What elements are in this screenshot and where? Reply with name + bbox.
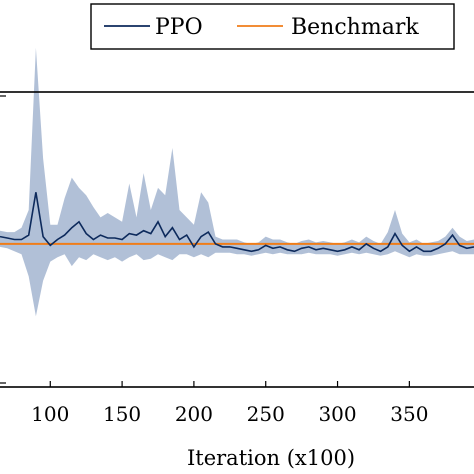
x-tick-label-300: 300 — [318, 402, 356, 426]
legend-label-benchmark: Benchmark — [291, 15, 419, 40]
x-tick-label-350: 350 — [390, 402, 428, 426]
x-tick-label-200: 200 — [175, 402, 213, 426]
legend: PPO Benchmark — [90, 3, 455, 50]
plot-frame — [0, 91, 474, 388]
x-axis: 100 150 200 250 300 350 — [0, 95, 428, 426]
ppo-line — [0, 192, 474, 253]
x-tick-label-100: 100 — [31, 402, 69, 426]
plot-area — [0, 47, 474, 317]
x-tick-label-150: 150 — [103, 402, 141, 426]
x-tick-label-250: 250 — [247, 402, 285, 426]
legend-label-ppo: PPO — [155, 15, 203, 40]
x-axis-label: Iteration (x100) — [187, 446, 355, 470]
